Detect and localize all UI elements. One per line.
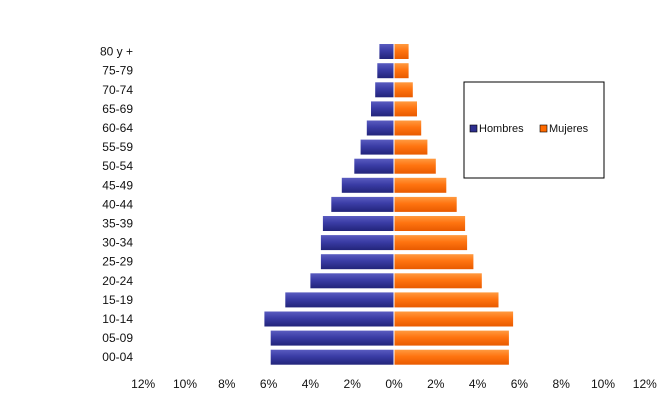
category-label-35-39: 35-39	[102, 217, 133, 231]
category-label-15-19: 15-19	[102, 293, 133, 307]
bar-mujeres-10-14	[394, 311, 514, 327]
bar-hombres-60-64	[366, 120, 394, 136]
bar-mujeres-70-74	[394, 82, 413, 98]
category-label-40-44: 40-44	[102, 197, 133, 211]
x-tick-label-1: 10%	[173, 377, 197, 391]
bar-hombres-70-74	[375, 82, 394, 98]
bar-mujeres-05-09	[394, 330, 509, 346]
legend-box	[463, 81, 605, 179]
bar-hombres-40-44	[331, 196, 394, 212]
x-tick-label-7: 2%	[427, 377, 445, 391]
category-label-30-34: 30-34	[102, 236, 133, 250]
legend: Hombres Mujeres	[463, 81, 605, 179]
bar-mujeres-50-54	[394, 158, 436, 174]
category-label-05-09: 05-09	[102, 331, 133, 345]
category-label-00-04: 00-04	[102, 350, 133, 364]
category-label-50-54: 50-54	[102, 159, 133, 173]
bar-hombres-00-04	[270, 349, 394, 365]
legend-swatch-mujeres	[539, 124, 548, 133]
x-tick-label-9: 6%	[511, 377, 529, 391]
x-tick-label-4: 4%	[302, 377, 320, 391]
x-tick-label-8: 4%	[469, 377, 487, 391]
bar-hombres-15-19	[285, 292, 394, 308]
bar-hombres-50-54	[354, 158, 394, 174]
category-label-65-69: 65-69	[102, 102, 133, 116]
bar-mujeres-15-19	[394, 292, 499, 308]
legend-label-mujeres: Mujeres	[549, 123, 589, 135]
bars-layer	[264, 40, 514, 369]
bar-mujeres-75-79	[394, 63, 409, 79]
x-tick-label-10: 8%	[553, 377, 571, 391]
bar-hombres-20-24	[310, 273, 394, 289]
bar-hombres-25-29	[320, 254, 394, 270]
bar-hombres-35-39	[322, 216, 394, 231]
bar-mujeres-45-49	[394, 177, 447, 193]
bar-hombres-80-y	[379, 44, 394, 59]
x-tick-label-6: 0%	[385, 377, 403, 391]
bar-hombres-55-59	[360, 139, 394, 155]
bar-hombres-75-79	[377, 63, 394, 79]
bar-mujeres-00-04	[394, 349, 509, 365]
bar-mujeres-40-44	[394, 196, 457, 212]
category-label-80-y: 80 y +	[100, 45, 133, 59]
bar-hombres-05-09	[270, 330, 394, 346]
bar-mujeres-65-69	[394, 101, 417, 117]
legend-swatch-hombres	[469, 124, 478, 133]
x-tick-label-12: 12%	[633, 377, 657, 391]
category-label-25-29: 25-29	[102, 255, 133, 269]
x-tick-labels: 12% 10% 8% 6% 4% 2% 0% 2% 4% 6% 8% 10% 12%	[131, 377, 657, 391]
x-tick-label-2: 8%	[218, 377, 236, 391]
bar-mujeres-55-59	[394, 139, 428, 155]
category-label-55-59: 55-59	[102, 140, 133, 154]
bar-mujeres-25-29	[394, 254, 474, 270]
x-tick-label-5: 2%	[344, 377, 362, 391]
category-label-75-79: 75-79	[102, 64, 133, 78]
category-label-45-49: 45-49	[102, 178, 133, 192]
x-tick-label-11: 10%	[591, 377, 615, 391]
category-label-70-74: 70-74	[102, 83, 133, 97]
category-label-20-24: 20-24	[102, 274, 133, 288]
category-label-60-64: 60-64	[102, 121, 133, 135]
bar-mujeres-35-39	[394, 216, 466, 231]
bar-hombres-45-49	[341, 177, 395, 193]
bar-hombres-65-69	[371, 101, 394, 117]
x-tick-label-3: 6%	[260, 377, 278, 391]
legend-label-hombres: Hombres	[479, 123, 524, 135]
category-labels: 80 y + 75-79 70-74 65-69 60-64 55-59 50-54 45-4…	[100, 45, 133, 365]
category-label-10-14: 10-14	[102, 312, 133, 326]
x-tick-label-0: 12%	[131, 377, 155, 391]
bar-hombres-10-14	[264, 311, 394, 327]
bar-hombres-30-34	[320, 235, 394, 251]
bar-mujeres-30-34	[394, 235, 468, 251]
bar-mujeres-80-y	[394, 44, 409, 59]
bar-mujeres-20-24	[394, 273, 482, 289]
bar-mujeres-60-64	[394, 120, 422, 136]
